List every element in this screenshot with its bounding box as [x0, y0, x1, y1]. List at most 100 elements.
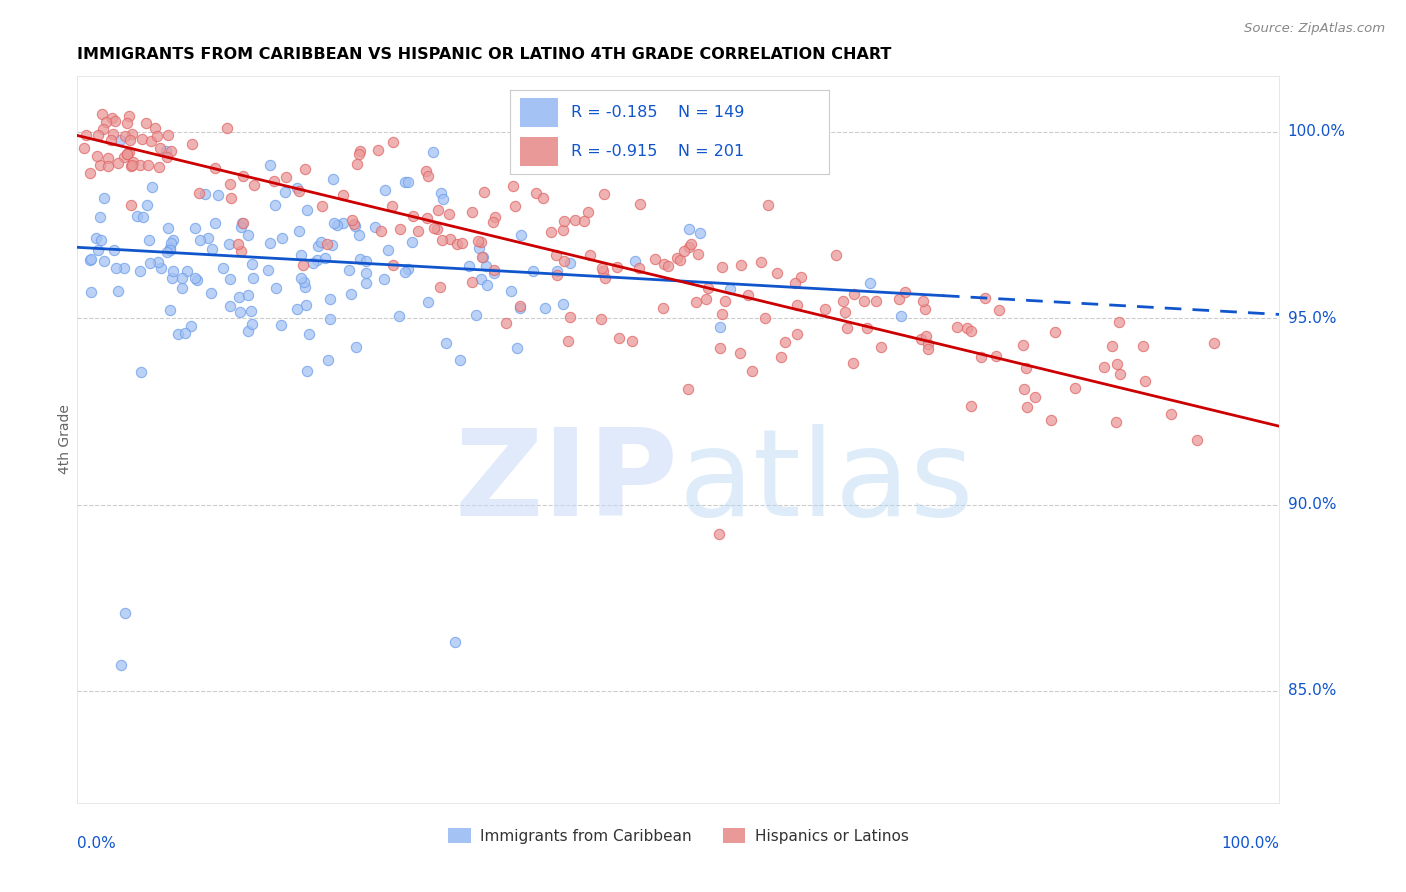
Point [451, 235, 474, 250]
Point [824, 248, 846, 262]
Point [91, 122, 114, 136]
Point [121, 158, 143, 172]
Point [426, 222, 449, 236]
Point [484, 210, 506, 224]
Legend: Immigrants from Caribbean, Hispanics or Latinos: Immigrants from Caribbean, Hispanics or … [441, 822, 915, 850]
Point [347, 227, 370, 242]
Point [783, 276, 806, 290]
Point [298, 327, 321, 342]
Point [946, 320, 969, 334]
Point [231, 244, 253, 259]
Point [136, 158, 159, 172]
Point [1109, 367, 1132, 381]
Point [146, 129, 169, 144]
Point [266, 280, 288, 294]
Point [377, 243, 399, 257]
Point [229, 220, 252, 235]
Point [236, 324, 259, 338]
Point [730, 258, 752, 272]
Point [316, 237, 339, 252]
Point [644, 252, 666, 266]
Point [1039, 413, 1062, 427]
Point [184, 271, 207, 285]
Point [1185, 434, 1208, 448]
Point [86, 231, 108, 245]
Point [714, 294, 737, 309]
Point [689, 226, 711, 240]
Point [887, 292, 910, 306]
Point [219, 271, 242, 285]
Point [115, 147, 138, 161]
Point [553, 213, 575, 227]
Point [186, 273, 208, 287]
Point [749, 254, 772, 268]
Point [118, 145, 141, 160]
Point [188, 233, 211, 247]
Point [162, 264, 184, 278]
Point [1012, 338, 1035, 352]
Point [831, 293, 853, 308]
Point [232, 216, 254, 230]
Point [443, 635, 465, 649]
Point [228, 290, 250, 304]
Point [127, 209, 149, 223]
Point [93, 253, 115, 268]
Point [579, 248, 602, 262]
Point [101, 112, 124, 126]
Point [1064, 380, 1087, 394]
Point [666, 251, 689, 265]
Point [1043, 326, 1066, 340]
Point [162, 271, 184, 285]
Text: Source: ZipAtlas.com: Source: ZipAtlas.com [1244, 22, 1385, 36]
Point [430, 233, 453, 247]
Point [814, 301, 837, 316]
Point [1092, 359, 1115, 374]
Point [120, 198, 142, 212]
Point [709, 341, 731, 355]
Point [434, 335, 457, 350]
Point [388, 309, 411, 323]
Point [367, 143, 389, 157]
Point [834, 305, 856, 319]
Point [890, 309, 912, 323]
Point [349, 144, 371, 158]
Point [1101, 339, 1123, 353]
Point [302, 256, 325, 270]
Point [155, 144, 177, 158]
Point [685, 295, 707, 310]
Point [423, 221, 446, 235]
Text: IMMIGRANTS FROM CARIBBEAN VS HISPANIC OR LATINO 4TH GRADE CORRELATION CHART: IMMIGRANTS FROM CARIBBEAN VS HISPANIC OR… [77, 47, 891, 62]
Point [200, 286, 222, 301]
Point [628, 260, 651, 275]
Point [557, 334, 579, 348]
Point [544, 248, 567, 262]
Point [593, 271, 616, 285]
Point [162, 233, 184, 247]
Point [786, 327, 808, 342]
Point [231, 216, 253, 230]
Point [87, 243, 110, 257]
Point [1105, 415, 1128, 429]
Point [264, 197, 287, 211]
Point [1105, 358, 1128, 372]
Point [766, 266, 789, 280]
Point [93, 191, 115, 205]
Point [103, 244, 125, 258]
Point [470, 235, 492, 250]
Point [853, 293, 876, 308]
Point [321, 237, 343, 252]
Point [495, 316, 517, 330]
Point [107, 284, 129, 298]
Point [176, 263, 198, 277]
Point [790, 270, 813, 285]
Point [170, 281, 193, 295]
Point [474, 259, 496, 273]
Point [558, 256, 581, 270]
Point [652, 301, 675, 316]
Point [865, 293, 887, 308]
Point [229, 305, 252, 319]
Point [86, 149, 108, 163]
Point [211, 260, 233, 275]
Point [460, 275, 482, 289]
Point [481, 215, 503, 229]
